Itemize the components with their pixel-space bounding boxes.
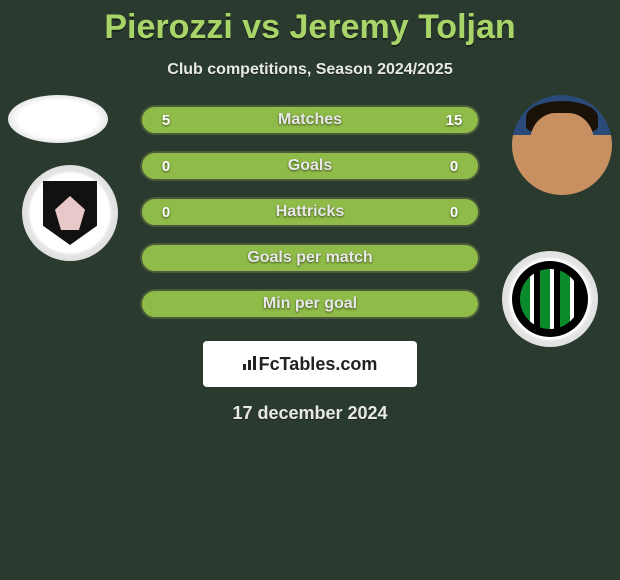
stat-bars: 5 Matches 15 0 Goals 0 0 Hattricks 0 Goa… bbox=[140, 105, 480, 335]
footer-date: 17 december 2024 bbox=[0, 403, 620, 424]
club-left-logo bbox=[22, 165, 118, 261]
stat-left-value: 0 bbox=[156, 204, 176, 221]
player-right-avatar bbox=[512, 95, 612, 195]
avatar-face bbox=[530, 113, 594, 185]
stat-right-value: 0 bbox=[444, 204, 464, 221]
stat-label: Matches bbox=[176, 111, 444, 129]
comparison-panel: 5 Matches 15 0 Goals 0 0 Hattricks 0 Goa… bbox=[0, 105, 620, 445]
barchart-icon bbox=[243, 354, 257, 375]
stat-label: Goals per match bbox=[176, 249, 444, 267]
ring-icon bbox=[512, 261, 588, 337]
brand-box: FcTables.com bbox=[203, 341, 417, 387]
stripes-icon bbox=[520, 269, 580, 329]
page-subtitle: Club competitions, Season 2024/2025 bbox=[0, 61, 620, 79]
eagle-icon bbox=[55, 196, 85, 230]
stat-label: Hattricks bbox=[176, 203, 444, 221]
page-title: Pierozzi vs Jeremy Toljan bbox=[0, 0, 620, 47]
stat-row-goals: 0 Goals 0 bbox=[140, 151, 480, 181]
brand-text: FcTables.com bbox=[259, 354, 378, 375]
stat-row-matches: 5 Matches 15 bbox=[140, 105, 480, 135]
stat-left-value: 0 bbox=[156, 158, 176, 175]
stat-right-value: 0 bbox=[444, 158, 464, 175]
stat-row-mpg: Min per goal bbox=[140, 289, 480, 319]
stat-left-value: 5 bbox=[156, 112, 176, 129]
shield-icon bbox=[43, 181, 97, 245]
club-right-logo bbox=[502, 251, 598, 347]
stat-row-hattricks: 0 Hattricks 0 bbox=[140, 197, 480, 227]
stat-label: Goals bbox=[176, 157, 444, 175]
stat-row-gpm: Goals per match bbox=[140, 243, 480, 273]
stat-right-value: 15 bbox=[444, 112, 464, 129]
stat-label: Min per goal bbox=[176, 295, 444, 313]
player-left-avatar bbox=[8, 95, 108, 143]
